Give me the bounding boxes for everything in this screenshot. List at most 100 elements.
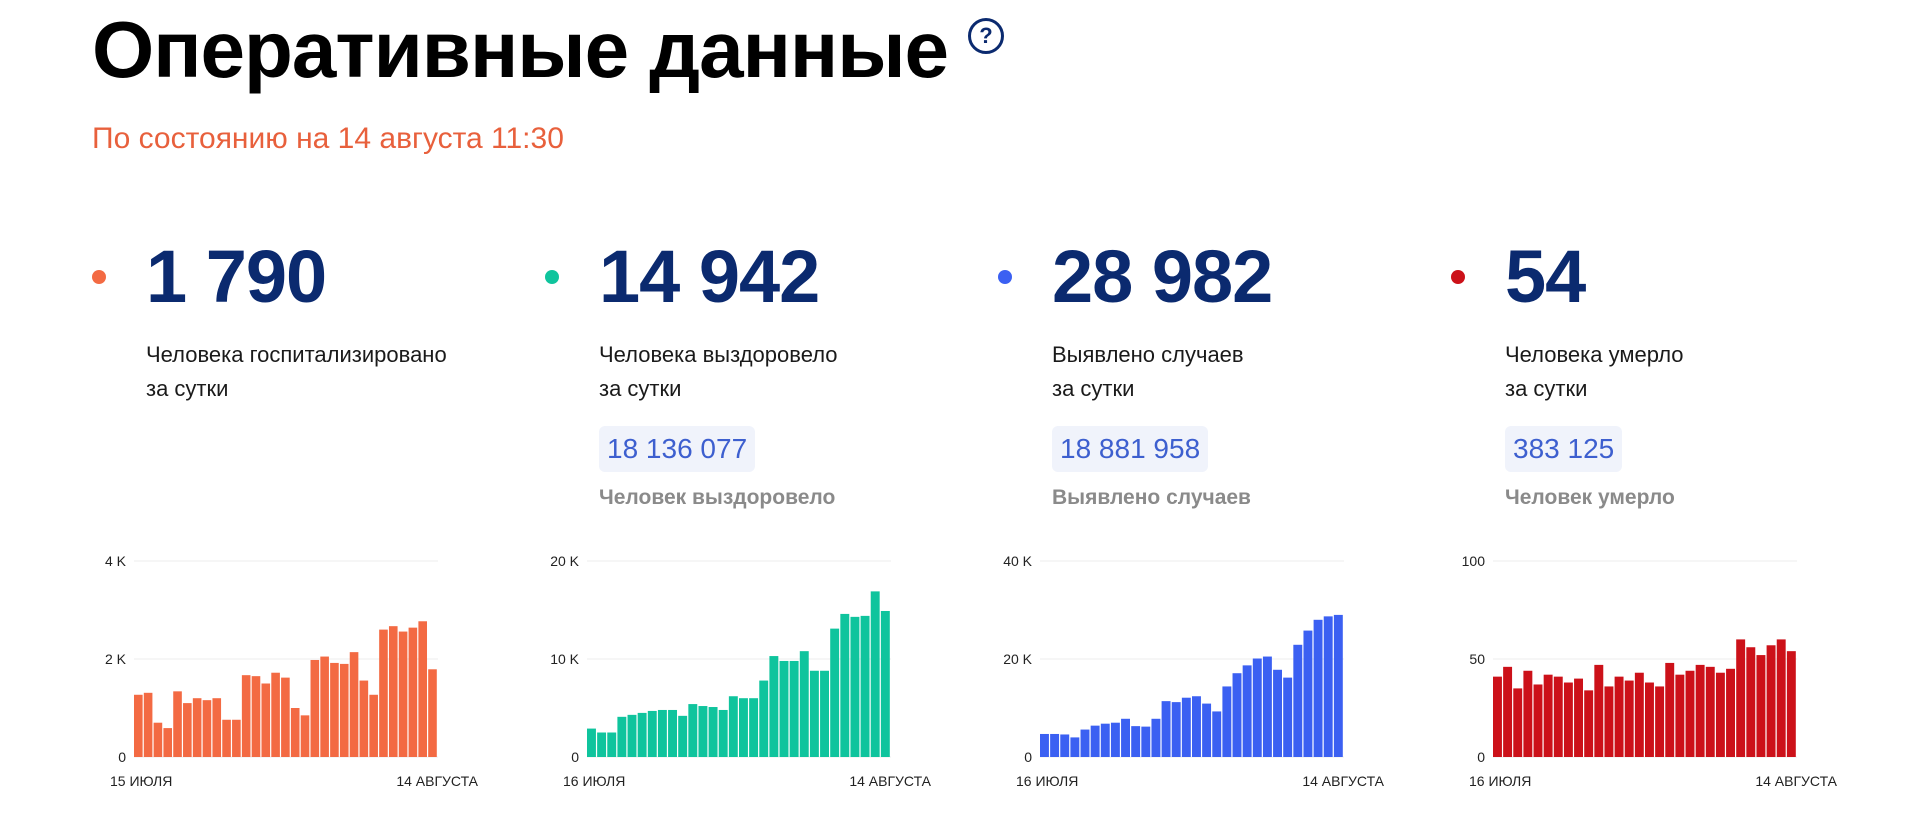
chart-bar[interactable]	[1624, 680, 1634, 757]
chart-bar[interactable]	[1161, 701, 1171, 757]
chart-bar[interactable]	[1222, 686, 1232, 757]
chart-bar[interactable]	[192, 698, 202, 757]
chart-bar[interactable]	[349, 652, 359, 757]
chart-bar[interactable]	[261, 683, 271, 758]
chart-bar[interactable]	[1202, 703, 1212, 757]
chart-bar[interactable]	[290, 708, 300, 757]
chart-bar[interactable]	[1060, 734, 1070, 757]
chart-bar[interactable]	[1533, 684, 1543, 757]
chart-bar[interactable]	[1121, 718, 1130, 757]
chart-bar[interactable]	[870, 591, 880, 757]
chart-bar[interactable]	[840, 613, 850, 757]
chart-bar[interactable]	[820, 670, 829, 757]
chart-bar[interactable]	[369, 694, 378, 757]
chart-bar[interactable]	[1151, 718, 1161, 757]
chart-bar[interactable]	[1323, 616, 1333, 757]
chart-bar[interactable]	[1242, 665, 1252, 757]
chart-bar[interactable]	[809, 670, 819, 757]
chart-bar[interactable]	[1614, 676, 1624, 757]
chart-bar[interactable]	[1313, 619, 1323, 757]
chart-bar[interactable]	[1715, 672, 1725, 757]
chart-bar[interactable]	[1080, 729, 1090, 757]
chart-bar[interactable]	[1756, 655, 1766, 757]
chart-bar[interactable]	[1110, 722, 1120, 757]
chart-bar[interactable]	[143, 692, 153, 757]
chart-bar[interactable]	[1604, 686, 1614, 757]
chart-bar[interactable]	[1232, 673, 1242, 757]
chart-bar[interactable]	[830, 628, 840, 757]
chart-bar[interactable]	[739, 698, 748, 757]
chart-bar[interactable]	[749, 698, 759, 757]
chart-bar[interactable]	[1181, 697, 1191, 757]
chart-bar[interactable]	[1283, 677, 1293, 757]
chart-bar[interactable]	[1513, 688, 1523, 757]
chart-bar[interactable]	[339, 663, 349, 757]
chart-bar[interactable]	[688, 704, 698, 757]
chart-bar[interactable]	[860, 615, 870, 757]
chart-bar[interactable]	[1746, 647, 1756, 757]
chart-bar[interactable]	[1523, 670, 1533, 757]
chart-bar[interactable]	[607, 732, 617, 758]
chart-bar[interactable]	[1303, 630, 1313, 757]
chart-bar[interactable]	[850, 616, 860, 757]
chart-bar[interactable]	[1685, 670, 1695, 757]
chart-bar[interactable]	[779, 660, 789, 757]
chart-bar[interactable]	[281, 677, 290, 757]
chart-bar[interactable]	[1171, 702, 1181, 757]
chart-bar[interactable]	[1736, 639, 1746, 757]
chart-bar[interactable]	[647, 710, 657, 757]
chart-bar[interactable]	[1131, 726, 1141, 757]
chart-bar[interactable]	[1726, 668, 1735, 757]
chart-bar[interactable]	[1493, 676, 1502, 757]
help-icon[interactable]: ?	[968, 18, 1005, 54]
chart-bar[interactable]	[627, 714, 637, 757]
chart-bar[interactable]	[153, 722, 163, 757]
chart-bar[interactable]	[428, 669, 437, 757]
chart-bar[interactable]	[1665, 662, 1675, 757]
chart-bar[interactable]	[668, 709, 677, 757]
chart-bar[interactable]	[388, 626, 398, 757]
chart-bar[interactable]	[1090, 725, 1100, 757]
chart-bar[interactable]	[708, 707, 718, 757]
chart-bar[interactable]	[1503, 666, 1513, 757]
chart-bar[interactable]	[1594, 664, 1604, 757]
chart-bar[interactable]	[1553, 676, 1563, 757]
chart-bar[interactable]	[718, 709, 728, 757]
chart-bar[interactable]	[1645, 682, 1654, 757]
chart-bar[interactable]	[769, 656, 779, 757]
chart-bar[interactable]	[163, 728, 173, 757]
chart-bar[interactable]	[183, 703, 192, 757]
chart-bar[interactable]	[637, 712, 647, 757]
chart-bar[interactable]	[320, 656, 329, 757]
chart-bar[interactable]	[408, 627, 418, 757]
chart-bar[interactable]	[173, 691, 182, 757]
chart-bar[interactable]	[1634, 672, 1644, 757]
chart-bar[interactable]	[330, 662, 339, 757]
chart-bar[interactable]	[657, 709, 667, 757]
chart-bar[interactable]	[728, 696, 738, 757]
chart-bar[interactable]	[617, 716, 627, 757]
chart-bar[interactable]	[134, 694, 143, 757]
chart-bar[interactable]	[1273, 669, 1282, 757]
chart-bar[interactable]	[271, 672, 280, 757]
chart-bar[interactable]	[1655, 686, 1665, 757]
chart-bar[interactable]	[597, 732, 607, 758]
chart-bar[interactable]	[310, 659, 320, 757]
chart-bar[interactable]	[1212, 711, 1222, 757]
chart-bar[interactable]	[1262, 656, 1272, 757]
chart-bar[interactable]	[1293, 644, 1303, 757]
chart-bar[interactable]	[1252, 658, 1262, 757]
chart-bar[interactable]	[300, 715, 310, 757]
chart-bar[interactable]	[1695, 664, 1705, 757]
chart-bar[interactable]	[799, 651, 809, 757]
chart-bar[interactable]	[587, 728, 596, 757]
chart-bar[interactable]	[222, 719, 231, 757]
chart-bar[interactable]	[698, 706, 708, 757]
chart-bar[interactable]	[251, 676, 261, 757]
chart-bar[interactable]	[359, 680, 369, 757]
chart-bar[interactable]	[1040, 733, 1049, 757]
chart-bar[interactable]	[759, 680, 769, 757]
chart-bar[interactable]	[1141, 726, 1151, 757]
chart-bar[interactable]	[1705, 666, 1715, 757]
chart-bar[interactable]	[1192, 696, 1201, 757]
